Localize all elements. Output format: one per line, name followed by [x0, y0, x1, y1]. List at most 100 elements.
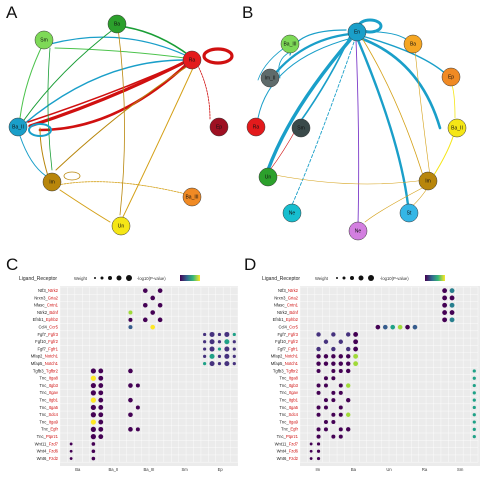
node-b-ne2: Ne — [355, 228, 362, 234]
dot — [203, 332, 207, 337]
legend-c: Ligand_Receptor Weight -log10(P-value) — [19, 275, 200, 282]
dot — [217, 354, 222, 358]
dot — [353, 361, 359, 367]
dot — [209, 361, 215, 367]
dot — [316, 442, 321, 446]
row-label: Tnc_Itgb3 — [279, 383, 298, 388]
node-a-sm: Sm — [40, 37, 48, 43]
dot — [98, 375, 104, 381]
row-label: Wnt6_Fzd2 — [37, 456, 59, 461]
node-a-ra: Ra — [189, 57, 196, 63]
dot — [217, 347, 222, 351]
dot — [309, 457, 313, 460]
dot — [338, 412, 343, 417]
dot — [375, 324, 381, 330]
row-label: Ntrk2_Bdnf — [277, 310, 299, 315]
dot — [90, 434, 96, 440]
row-label: Wnt11_Fzd7 — [275, 441, 299, 446]
row-label: Tgfb3_Tgfbr2 — [33, 368, 59, 373]
dot — [157, 288, 163, 293]
dot — [90, 397, 96, 403]
dot — [316, 383, 321, 388]
dot — [69, 442, 73, 446]
dot — [346, 397, 351, 403]
dot — [412, 324, 418, 330]
dot — [128, 383, 133, 388]
dot — [232, 332, 236, 337]
node-b-ne: Ne — [289, 210, 296, 216]
group-label: Ba — [75, 467, 81, 472]
dot — [90, 426, 96, 432]
dot — [217, 332, 222, 337]
dot — [150, 310, 156, 315]
node-b-ba: Ba — [410, 41, 416, 47]
dotplot-d: Ntf3_Ntrk2 Nrxn3_Gria2 Nfasc_Cntn1 Ntrk2_Bd… — [271, 286, 479, 472]
dot — [316, 405, 321, 410]
dot — [316, 412, 321, 417]
group-label: Sm — [181, 467, 188, 472]
dot — [353, 339, 359, 345]
row-label: Tnc_Itgb1 — [39, 398, 58, 403]
node-b-ba-ii: Ba_II — [451, 125, 463, 131]
dot — [98, 405, 104, 410]
row-label: Nfasc_Cntn1 — [34, 303, 59, 308]
dot — [135, 405, 140, 410]
panel-b-label: B — [242, 3, 253, 22]
row-label: Tnc_Sdc4 — [39, 412, 59, 417]
dot — [331, 420, 336, 425]
dot — [224, 346, 230, 352]
dot — [472, 405, 476, 410]
dot — [316, 346, 321, 352]
dot — [91, 442, 96, 446]
row-label: Nrxn3_Gria2 — [34, 295, 58, 300]
dot — [209, 339, 215, 345]
node-b-im: Im — [425, 178, 431, 184]
node-a-un: Un — [118, 223, 125, 229]
dot — [128, 325, 133, 330]
row-label: Tnc_Itgb1 — [279, 398, 298, 403]
dot — [449, 295, 455, 301]
node-b-ep: Ep — [448, 74, 454, 80]
dot — [472, 435, 476, 439]
dot — [209, 331, 215, 337]
dot — [90, 404, 96, 411]
row-label: Tnc_Itga5 — [279, 405, 298, 410]
dot — [323, 383, 328, 388]
row-label: Fgf10_Fgfr2 — [35, 339, 58, 344]
dot — [316, 332, 321, 337]
row-label: Tnc_Egfr — [281, 427, 299, 432]
dot — [157, 302, 163, 308]
dot — [323, 398, 328, 403]
row-label: Efnb1_Ephb2 — [273, 317, 299, 322]
dot — [128, 310, 133, 315]
dot — [331, 361, 336, 366]
node-b-ra: Ra — [253, 124, 260, 130]
dot — [157, 317, 163, 323]
dot — [323, 376, 328, 381]
dot — [331, 346, 336, 352]
node-b-ba-iii: Ba_III — [283, 41, 296, 47]
dot — [449, 288, 455, 294]
node-a-ba-ii: Ba_II — [12, 124, 24, 130]
dot — [346, 412, 351, 417]
dotplot-c: Ntf3_Ntrk2 Nrxn3_Gria2 Nfasc_Cntn1 Ntrk2_Bd… — [31, 286, 239, 472]
dot — [316, 354, 321, 359]
row-label: Tgfb3_Tgfbr2 — [273, 368, 299, 373]
dot — [331, 376, 336, 381]
dot — [449, 310, 455, 315]
row-label: Tnc_Itga9 — [39, 419, 58, 424]
group-label: Ep — [218, 467, 224, 472]
dot — [69, 457, 73, 460]
dot — [128, 397, 133, 403]
row-label: Wnt4_Fzd6 — [277, 449, 299, 454]
row-label: Fgf7_Fgfr1 — [38, 346, 59, 351]
dot — [346, 346, 351, 352]
dot — [390, 324, 396, 330]
dot — [331, 332, 336, 337]
legend-d-title: Ligand_Receptor — [262, 276, 300, 282]
dot — [90, 382, 96, 389]
node-a-im: Im — [49, 179, 55, 185]
dot — [323, 339, 329, 344]
dot — [98, 426, 104, 432]
